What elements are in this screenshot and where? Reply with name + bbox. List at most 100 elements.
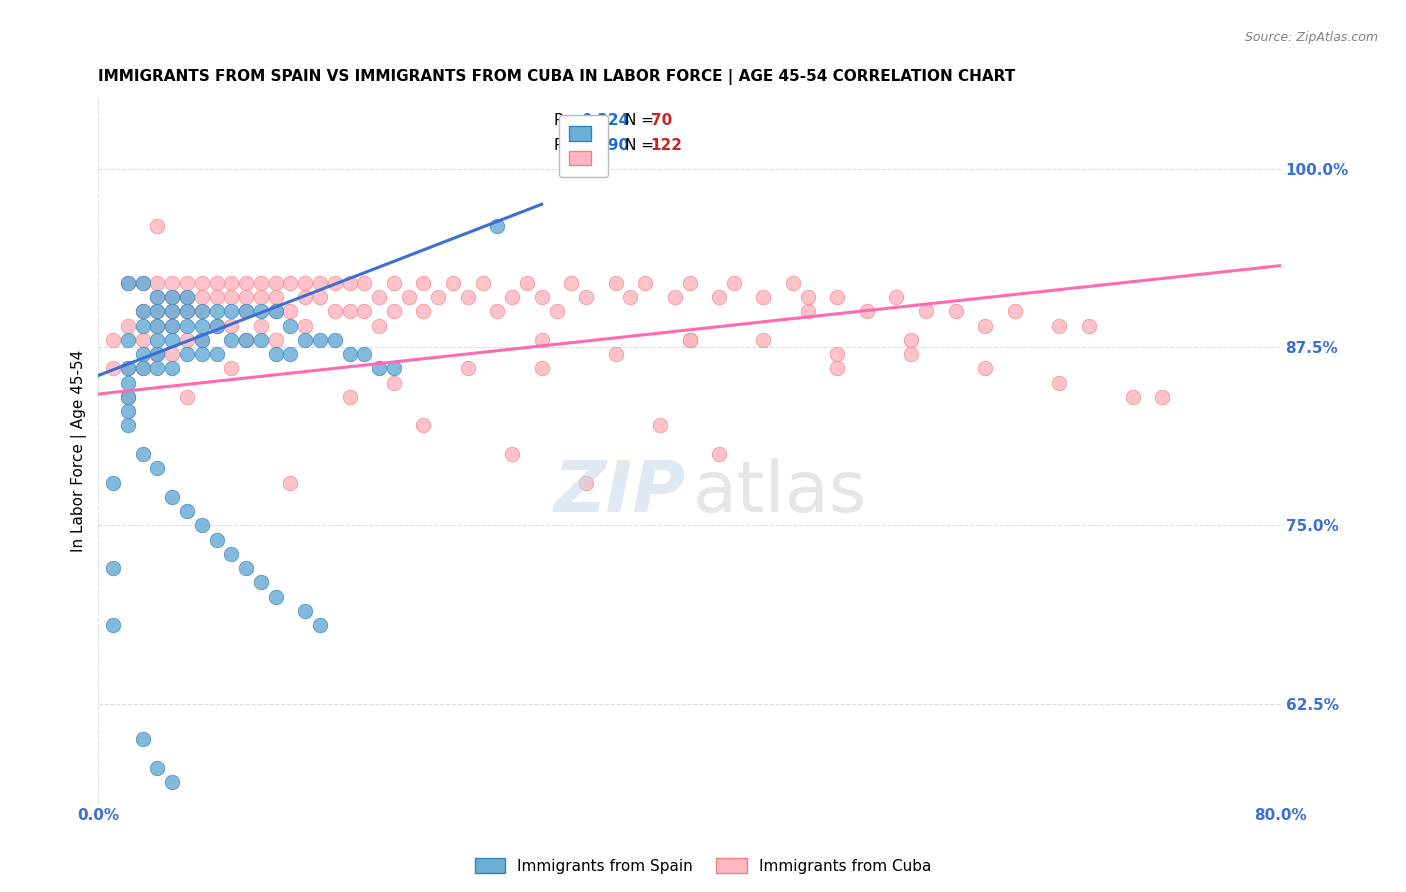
- Point: [131, 361, 153, 376]
- Point: [323, 333, 346, 347]
- Point: [339, 304, 361, 318]
- Point: [176, 333, 198, 347]
- Point: [117, 390, 139, 404]
- Point: [280, 276, 302, 290]
- Point: [664, 290, 686, 304]
- Point: [117, 361, 139, 376]
- Point: [827, 290, 849, 304]
- Point: [516, 276, 538, 290]
- Point: [162, 290, 184, 304]
- Point: [176, 318, 198, 333]
- Point: [191, 304, 214, 318]
- Point: [900, 333, 922, 347]
- Point: [235, 290, 257, 304]
- Point: [117, 390, 139, 404]
- Point: [605, 347, 627, 361]
- Point: [205, 290, 228, 304]
- Y-axis label: In Labor Force | Age 45-54: In Labor Force | Age 45-54: [72, 350, 87, 551]
- Point: [146, 219, 169, 233]
- Point: [382, 276, 405, 290]
- Point: [146, 333, 169, 347]
- Point: [575, 290, 598, 304]
- Point: [723, 276, 745, 290]
- Point: [191, 318, 214, 333]
- Point: [235, 561, 257, 575]
- Point: [752, 333, 775, 347]
- Point: [353, 347, 375, 361]
- Text: Source: ZipAtlas.com: Source: ZipAtlas.com: [1244, 31, 1378, 45]
- Point: [117, 404, 139, 418]
- Point: [101, 361, 124, 376]
- Point: [398, 290, 420, 304]
- Text: N =: N =: [624, 138, 658, 153]
- Point: [1047, 318, 1070, 333]
- Point: [131, 304, 153, 318]
- Point: [309, 333, 332, 347]
- Point: [235, 304, 257, 318]
- Point: [162, 318, 184, 333]
- Text: 70: 70: [651, 113, 672, 128]
- Point: [294, 318, 316, 333]
- Point: [146, 304, 169, 318]
- Point: [131, 732, 153, 747]
- Point: [1004, 304, 1026, 318]
- Point: [101, 475, 124, 490]
- Point: [264, 304, 287, 318]
- Point: [264, 276, 287, 290]
- Point: [886, 290, 908, 304]
- Point: [560, 276, 582, 290]
- Point: [205, 304, 228, 318]
- Point: [146, 276, 169, 290]
- Point: [1047, 376, 1070, 390]
- Point: [339, 276, 361, 290]
- Point: [117, 376, 139, 390]
- Point: [427, 290, 450, 304]
- Point: [678, 333, 700, 347]
- Point: [117, 276, 139, 290]
- Point: [146, 347, 169, 361]
- Point: [264, 347, 287, 361]
- Point: [221, 361, 243, 376]
- Point: [678, 333, 700, 347]
- Point: [974, 318, 997, 333]
- Point: [131, 347, 153, 361]
- Point: [191, 290, 214, 304]
- Point: [146, 461, 169, 475]
- Point: [235, 333, 257, 347]
- Point: [205, 533, 228, 547]
- Point: [146, 304, 169, 318]
- Point: [117, 361, 139, 376]
- Point: [457, 290, 479, 304]
- Point: [294, 276, 316, 290]
- Point: [797, 290, 820, 304]
- Point: [191, 276, 214, 290]
- Point: [162, 775, 184, 789]
- Point: [176, 290, 198, 304]
- Text: R =: R =: [554, 138, 586, 153]
- Point: [501, 290, 523, 304]
- Point: [146, 290, 169, 304]
- Point: [250, 333, 273, 347]
- Point: [191, 347, 214, 361]
- Point: [856, 304, 879, 318]
- Point: [191, 304, 214, 318]
- Point: [280, 347, 302, 361]
- Point: [117, 333, 139, 347]
- Point: [441, 276, 464, 290]
- Point: [162, 361, 184, 376]
- Point: [501, 447, 523, 461]
- Point: [309, 276, 332, 290]
- Point: [827, 361, 849, 376]
- Point: [176, 304, 198, 318]
- Point: [250, 575, 273, 590]
- Point: [368, 318, 391, 333]
- Point: [457, 361, 479, 376]
- Point: [280, 318, 302, 333]
- Point: [619, 290, 641, 304]
- Text: R =: R =: [554, 113, 586, 128]
- Point: [221, 333, 243, 347]
- Point: [146, 290, 169, 304]
- Point: [101, 333, 124, 347]
- Point: [176, 504, 198, 518]
- Point: [176, 290, 198, 304]
